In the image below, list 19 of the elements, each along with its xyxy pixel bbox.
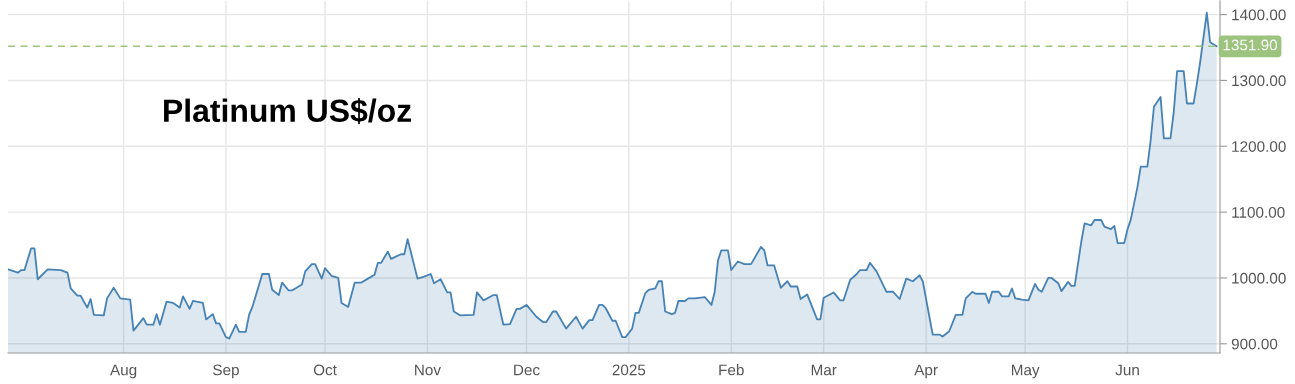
x-tick-label: Dec (514, 364, 540, 376)
x-tick-label: Jun (1115, 364, 1139, 376)
y-tick-label: 900.00 (1231, 338, 1278, 350)
x-tick-label: Nov (415, 364, 441, 376)
x-tick-label: Aug (110, 364, 137, 379)
x-tick-label: Oct (313, 364, 337, 376)
y-tick-label: 1300.00 (1232, 75, 1286, 87)
ref-line-label: 1351.90 (1223, 39, 1278, 51)
y-tick-label: 1200.00 (1232, 141, 1286, 152)
x-tick-label: 2025 (612, 364, 646, 376)
text: Platinum US$/oz (164, 98, 412, 125)
x-tick-label: Feb (719, 364, 744, 376)
x-tick-label: Sep (213, 364, 239, 379)
y-tick-label: 1000.00 (1232, 272, 1286, 284)
y-tick-label: 1400.00 (1232, 9, 1286, 21)
y-tick-label: 1100.00 (1232, 206, 1285, 218)
x-tick-label: Apr (914, 364, 938, 379)
x-tick-label: May (1011, 364, 1040, 379)
x-tick-label: Mar (811, 364, 837, 376)
